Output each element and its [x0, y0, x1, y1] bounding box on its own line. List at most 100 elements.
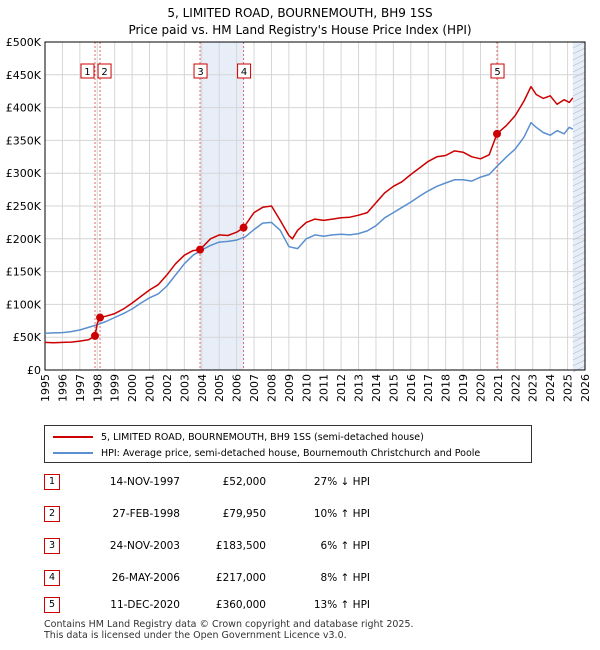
hatch-line — [572, 137, 586, 145]
x-tick-label: 2021 — [492, 374, 505, 402]
sale-box — [80, 63, 95, 79]
hatch-line — [572, 101, 586, 109]
hatch-line — [572, 359, 586, 367]
hatch-line — [572, 197, 586, 205]
transaction-hpi: 8% ↑ HPI — [320, 572, 370, 584]
transaction-price: £360,000 — [215, 599, 266, 611]
chart-subtitle: Price paid vs. HM Land Registry's House … — [128, 23, 472, 37]
x-tick-label: 2015 — [387, 374, 400, 402]
transaction-date: 24-NOV-2003 — [109, 540, 180, 552]
sale-box — [490, 63, 505, 79]
x-tick-label: 2005 — [213, 374, 226, 402]
x-tick-label: 1996 — [56, 374, 69, 402]
legend-label-property: 5, LIMITED ROAD, BOURNEMOUTH, BH9 1SS (s… — [101, 431, 424, 443]
hatch-line — [572, 71, 586, 79]
y-tick-label: £50K — [13, 331, 42, 344]
hatch-line — [572, 203, 586, 211]
hatch-line — [572, 347, 586, 355]
chart-title: 5, LIMITED ROAD, BOURNEMOUTH, BH9 1SS — [167, 6, 433, 20]
transaction-number: 5 — [44, 597, 60, 613]
x-tick-label: 2001 — [144, 374, 157, 402]
sale-box-label: 5 — [494, 67, 500, 78]
hatch-line — [572, 143, 586, 151]
y-tick-label: £400K — [6, 102, 42, 115]
x-tick-label: 2007 — [248, 374, 261, 402]
hatch-line — [572, 365, 586, 373]
hatch-line — [572, 341, 586, 349]
x-tick-label: 1997 — [74, 374, 87, 402]
x-tick-label: 2023 — [527, 374, 540, 402]
x-tick-label: 2003 — [178, 374, 191, 402]
hatch-line — [572, 77, 586, 85]
hatch-line — [572, 215, 586, 223]
sale-box — [237, 63, 252, 79]
x-tick-label: 2012 — [335, 374, 348, 402]
transaction-hpi: 27% ↓ HPI — [313, 476, 370, 488]
hatch-line — [572, 311, 586, 319]
legend-line-hpi — [53, 452, 93, 454]
y-tick-label: £200K — [6, 233, 42, 246]
footer-line-2: This data is licensed under the Open Gov… — [44, 630, 347, 641]
transaction-price: £183,500 — [215, 540, 266, 552]
x-tick-label: 2017 — [422, 374, 435, 402]
sale-point — [96, 313, 105, 322]
y-tick-label: £350K — [6, 134, 42, 147]
y-tick-label: £450K — [6, 69, 42, 82]
transaction-row: 3 24-NOV-2003 £183,500 6% ↑ HPI — [44, 538, 444, 554]
hatch-line — [572, 113, 586, 121]
x-tick-label: 2011 — [318, 374, 331, 402]
transaction-number: 1 — [44, 474, 60, 490]
transaction-number: 3 — [44, 538, 60, 554]
sale-box — [97, 63, 112, 79]
hatch-line — [572, 83, 586, 91]
transaction-date: 14-NOV-1997 — [109, 476, 180, 488]
transaction-hpi: 6% ↑ HPI — [320, 540, 370, 552]
hatch-line — [572, 293, 586, 301]
hatch-line — [572, 179, 586, 187]
hatch-line — [572, 53, 586, 61]
transaction-price: £52,000 — [222, 476, 266, 488]
sale-box-label: 4 — [241, 67, 247, 78]
sale-point — [493, 129, 502, 138]
sale-box — [193, 63, 208, 79]
transaction-date: 26-MAY-2006 — [111, 572, 180, 584]
transaction-row: 4 26-MAY-2006 £217,000 8% ↑ HPI — [44, 570, 444, 586]
hatch-line — [572, 353, 586, 361]
legend-item-hpi: HPI: Average price, semi-detached house,… — [53, 446, 480, 460]
sale-point — [239, 223, 248, 232]
hatch-line — [572, 59, 586, 67]
hatch-line — [572, 335, 586, 343]
x-tick-label: 1999 — [109, 374, 122, 402]
hatch-line — [572, 191, 586, 199]
series-line — [44, 121, 574, 335]
x-tick-label: 2018 — [440, 374, 453, 402]
hatch-line — [572, 221, 586, 229]
hatch-line — [572, 281, 586, 289]
hatch-line — [572, 245, 586, 253]
hatch-line — [572, 173, 586, 181]
hatch-line — [572, 47, 586, 55]
x-tick-label: 1995 — [39, 374, 52, 402]
hatch-line — [572, 299, 586, 307]
hatch-line — [572, 149, 586, 157]
chart-legend: 5, LIMITED ROAD, BOURNEMOUTH, BH9 1SS (s… — [44, 425, 532, 463]
x-tick-label: 2000 — [126, 374, 139, 402]
hatch-line — [572, 305, 586, 313]
sale-point — [90, 331, 99, 340]
x-tick-label: 2006 — [231, 374, 244, 402]
sale-box-label: 1 — [84, 67, 90, 78]
price-chart: £0 £50K £100K £150K £200K £250K £300K £350K £400… — [6, 36, 592, 402]
hatch-line — [572, 125, 586, 133]
transaction-date: 11-DEC-2020 — [110, 599, 180, 611]
x-tick-label: 2010 — [300, 374, 313, 402]
x-tick-label: 2002 — [161, 374, 174, 402]
transaction-hpi: 13% ↑ HPI — [313, 599, 370, 611]
x-tick-label: 2009 — [283, 374, 296, 402]
footer-line-1: Contains HM Land Registry data © Crown c… — [44, 619, 414, 630]
hatch-line — [572, 65, 586, 73]
transaction-row: 5 11-DEC-2020 £360,000 13% ↑ HPI — [44, 597, 444, 613]
x-tick-label: 2004 — [196, 374, 209, 402]
y-tick-label: £300K — [6, 167, 42, 180]
legend-label-hpi: HPI: Average price, semi-detached house,… — [101, 447, 481, 459]
transaction-price: £79,950 — [222, 508, 266, 520]
